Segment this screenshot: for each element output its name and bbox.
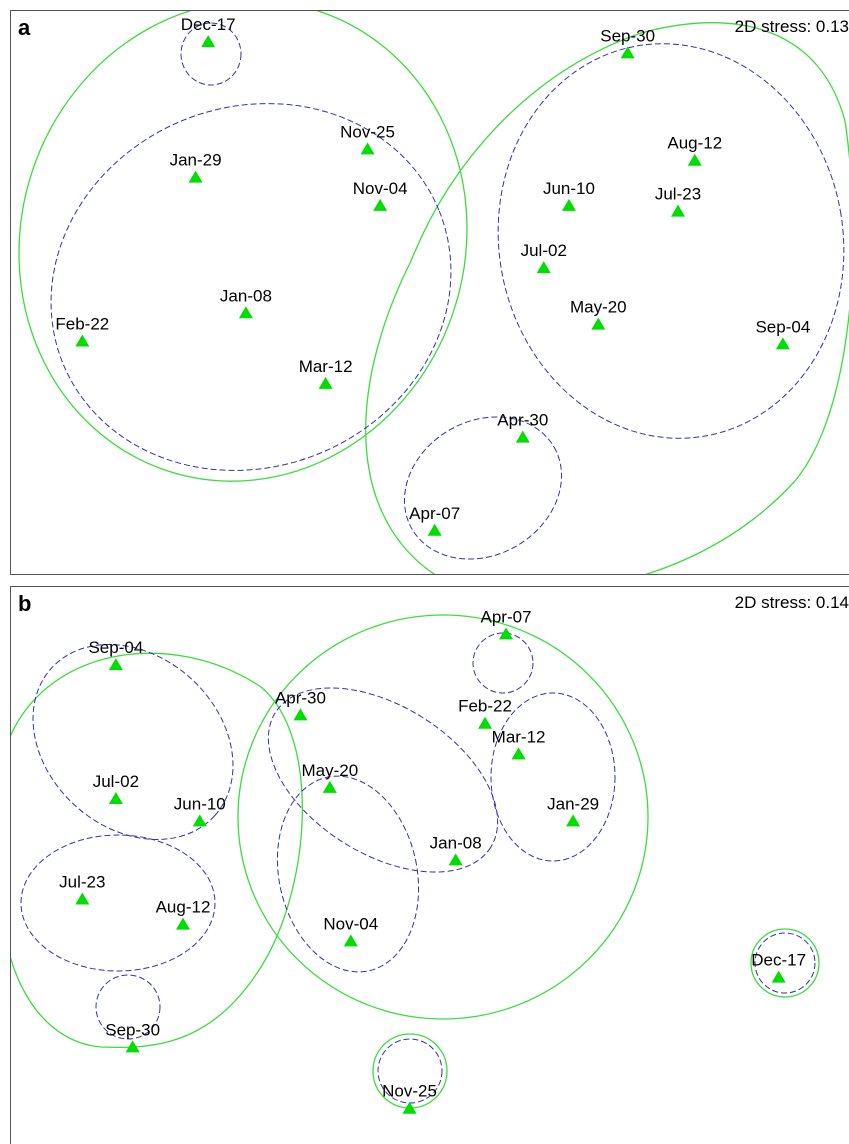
data-point-marker: [448, 853, 463, 866]
data-point-label: Sep-04: [755, 317, 810, 336]
data-point-label: Apr-07: [409, 504, 460, 523]
ordination-plot-b: Apr-07 Sep-04 Apr-30 Feb-22 Mar-12 May-20 Jul-…: [11, 607, 820, 1114]
data-point-label: Sep-04: [88, 638, 143, 657]
data-point-marker: [427, 523, 442, 536]
data-point-marker: [620, 46, 635, 59]
panel-label-b: b: [18, 591, 32, 616]
inner-cluster-contour: [490, 692, 616, 862]
data-point-label: Feb-22: [458, 697, 512, 716]
data-point-marker: [343, 934, 358, 947]
inner-cluster-contour: [267, 687, 499, 873]
data-point-label: Jan-29: [170, 151, 222, 170]
data-point-label: Jan-08: [430, 833, 482, 852]
outer-cluster-contour: [237, 614, 649, 1020]
data-point-label: Jul-02: [521, 241, 567, 260]
inner-cluster-contour: [95, 974, 161, 1040]
panel-a: Dec-17 Sep-30 Nov-25 Aug-12 Jan-29 Nov-04 Jun-…: [10, 10, 849, 575]
data-point-marker: [687, 153, 702, 166]
data-point-label: Dec-17: [751, 951, 806, 970]
data-point-label: Nov-25: [382, 1082, 437, 1101]
data-point-marker: [561, 198, 576, 211]
data-point-label: Nov-04: [323, 914, 378, 933]
data-point-marker: [238, 306, 253, 319]
panel-b: Apr-07 Sep-04 Apr-30 Feb-22 Mar-12 May-20 Jul-…: [10, 586, 849, 1144]
outer-cluster-contour: [365, 22, 849, 574]
data-point-label: May-20: [570, 298, 627, 317]
data-point-marker: [175, 917, 190, 930]
stress-annotation: 2D stress: 0.13: [734, 17, 849, 36]
inner-cluster-contour: [32, 644, 234, 840]
inner-cluster-contour: [403, 416, 563, 560]
data-point-marker: [515, 430, 530, 443]
data-point-label: Jun-10: [543, 179, 595, 198]
inner-cluster-contour: [754, 932, 816, 994]
data-point-label: Aug-12: [667, 134, 722, 153]
data-point-marker: [591, 317, 606, 330]
data-point-marker: [318, 376, 333, 389]
data-point-marker: [402, 1101, 417, 1114]
inner-cluster-contour: [50, 103, 452, 471]
stress-annotation: 2D stress: 0.14: [734, 593, 849, 612]
outer-cluster-contour: [750, 928, 820, 998]
data-point-marker: [771, 970, 786, 983]
data-point-label: Aug-12: [156, 898, 211, 917]
data-point-marker: [75, 334, 90, 347]
data-point-label: Jul-23: [655, 185, 701, 204]
inner-cluster-contour: [180, 22, 242, 86]
ordination-plot-a: Dec-17 Sep-30 Nov-25 Aug-12 Jan-29 Nov-04 Jun-…: [18, 11, 849, 574]
data-point-marker: [671, 204, 686, 217]
inner-cluster-contour: [497, 43, 845, 439]
data-point-label: Sep-30: [600, 26, 655, 45]
data-point-label: Jul-02: [93, 772, 139, 791]
data-point-label: Jan-08: [220, 286, 272, 305]
data-point-label: Jan-29: [547, 794, 599, 813]
data-point-marker: [75, 892, 90, 905]
data-point-label: Jun-10: [174, 794, 226, 813]
data-point-label: Mar-12: [299, 357, 353, 376]
data-point-label: Nov-25: [340, 122, 395, 141]
inner-cluster-contour: [276, 775, 420, 973]
inner-cluster-contour: [20, 834, 216, 972]
outer-cluster-contour: [18, 11, 468, 482]
inner-cluster-contour: [472, 632, 534, 694]
data-point-marker: [775, 337, 790, 350]
data-point-marker: [536, 261, 551, 274]
data-point-marker: [478, 716, 493, 729]
data-point-label: Apr-07: [480, 607, 531, 626]
data-point-marker: [188, 170, 203, 183]
data-point-label: Dec-17: [181, 15, 236, 34]
data-point-label: Nov-04: [353, 179, 408, 198]
data-point-marker: [322, 780, 337, 793]
data-point-label: Apr-30: [275, 688, 326, 707]
data-point-label: Jul-23: [59, 872, 105, 891]
data-point-label: May-20: [301, 761, 358, 780]
data-point-marker: [293, 708, 308, 721]
outer-cluster-contour: [11, 652, 303, 1049]
data-point-label: Feb-22: [55, 315, 109, 334]
data-point-marker: [566, 814, 581, 827]
data-point-marker: [192, 814, 207, 827]
data-point-label: Apr-30: [497, 411, 548, 430]
panel-label-a: a: [18, 15, 31, 40]
data-point-marker: [201, 35, 216, 48]
data-point-marker: [360, 142, 375, 155]
data-point-marker: [108, 792, 123, 805]
data-point-marker: [108, 658, 123, 671]
data-point-marker: [125, 1040, 140, 1053]
data-point-marker: [511, 747, 526, 760]
data-point-label: Sep-30: [105, 1020, 160, 1039]
data-point-marker: [373, 198, 388, 211]
data-point-marker: [499, 627, 514, 640]
data-point-label: Mar-12: [492, 727, 546, 746]
